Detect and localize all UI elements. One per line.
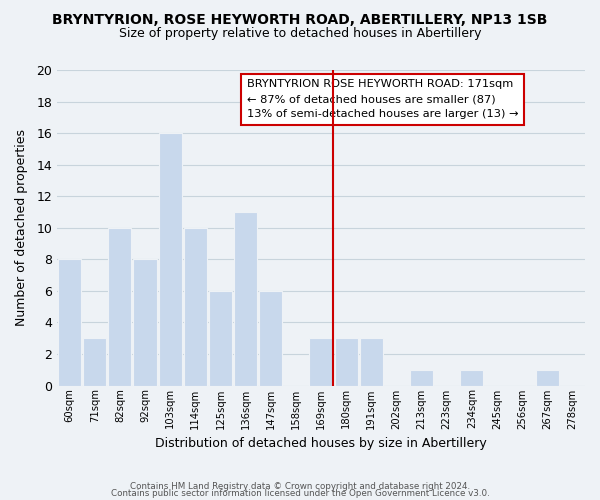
Bar <box>234 212 257 386</box>
Bar <box>410 370 433 386</box>
Text: Contains public sector information licensed under the Open Government Licence v3: Contains public sector information licen… <box>110 490 490 498</box>
Text: Size of property relative to detached houses in Abertillery: Size of property relative to detached ho… <box>119 28 481 40</box>
Bar <box>83 338 106 386</box>
Bar <box>209 291 232 386</box>
Bar <box>109 228 131 386</box>
Y-axis label: Number of detached properties: Number of detached properties <box>15 130 28 326</box>
Text: Contains HM Land Registry data © Crown copyright and database right 2024.: Contains HM Land Registry data © Crown c… <box>130 482 470 491</box>
X-axis label: Distribution of detached houses by size in Abertillery: Distribution of detached houses by size … <box>155 437 487 450</box>
Bar <box>536 370 559 386</box>
Bar <box>158 133 182 386</box>
Bar <box>335 338 358 386</box>
Bar <box>133 260 157 386</box>
Bar <box>259 291 283 386</box>
Bar <box>310 338 332 386</box>
Bar <box>184 228 207 386</box>
Bar <box>460 370 484 386</box>
Text: BRYNTYRION ROSE HEYWORTH ROAD: 171sqm
← 87% of detached houses are smaller (87)
: BRYNTYRION ROSE HEYWORTH ROAD: 171sqm ← … <box>247 80 518 119</box>
Bar <box>58 260 81 386</box>
Text: BRYNTYRION, ROSE HEYWORTH ROAD, ABERTILLERY, NP13 1SB: BRYNTYRION, ROSE HEYWORTH ROAD, ABERTILL… <box>52 12 548 26</box>
Bar <box>360 338 383 386</box>
